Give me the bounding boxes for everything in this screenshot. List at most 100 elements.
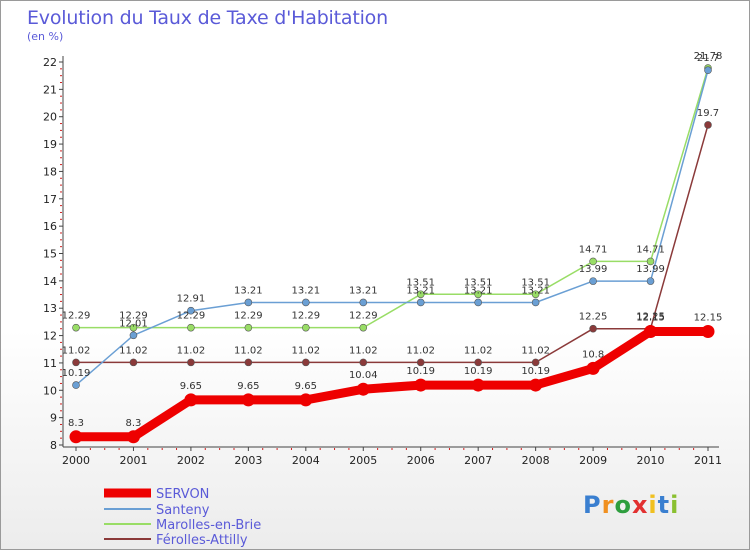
data-point-f-rolles-attilly <box>302 358 310 367</box>
series-line-servon <box>71 327 713 442</box>
logo-letter: i <box>670 491 680 519</box>
y-tick-label: 22 <box>43 56 57 69</box>
data-label-santeny: 13.21 <box>291 285 320 296</box>
series-line-santeny <box>75 69 709 386</box>
data-point-santeny <box>244 298 253 307</box>
x-tick-label: 2004 <box>292 454 320 467</box>
x-tick-label: 2005 <box>349 454 377 467</box>
data-label-f-rolles-attilly: 11.02 <box>349 345 378 356</box>
data-label-servon: 8.3 <box>68 418 84 429</box>
y-tick-label: 10 <box>43 384 57 397</box>
data-point-f-rolles-attilly <box>474 358 482 367</box>
data-point-servon <box>184 393 198 407</box>
data-point-santeny <box>72 381 80 389</box>
data-point-santeny <box>129 331 138 340</box>
data-point-servon <box>414 378 428 392</box>
data-label-santeny: 13.99 <box>579 264 608 275</box>
data-label-servon: 9.65 <box>295 381 317 392</box>
data-label-servon: 12.15 <box>636 312 665 323</box>
data-point-servon <box>529 378 543 392</box>
data-point-f-rolles-attilly <box>359 358 368 367</box>
data-point-santeny <box>187 306 195 315</box>
y-tick-label: 17 <box>43 193 57 206</box>
data-labels: 8.3 8.3 9.65 9.65 9.65 10.04 10.19 10.19 10.19 10… <box>62 51 723 429</box>
data-label-f-rolles-attilly: 11.02 <box>234 345 263 356</box>
y-tick-label: 11 <box>43 357 57 370</box>
y-tick-label: 14 <box>43 275 57 288</box>
data-label-servon: 12.15 <box>694 312 723 323</box>
data-label-santeny: 13.21 <box>234 285 263 296</box>
data-label-santeny: 12.01 <box>119 318 148 329</box>
data-label-marolles-en-brie: 14.71 <box>636 244 665 255</box>
legend-label-marolles-en-brie: Marolles-en-Brie <box>156 518 261 533</box>
x-tick-label: 2002 <box>177 454 205 467</box>
data-label-servon: 9.65 <box>180 381 202 392</box>
data-label-marolles-en-brie: 21.78 <box>694 51 723 62</box>
legend-label-f-rolles-attilly: Férolles-Attilly <box>156 533 248 548</box>
data-label-santeny: 13.21 <box>464 285 493 296</box>
data-label-marolles-en-brie: 13.51 <box>464 277 493 288</box>
x-tick-label: 2000 <box>62 454 90 467</box>
data-label-marolles-en-brie: 12.29 <box>291 311 320 322</box>
data-point-santeny <box>474 298 482 307</box>
x-tick-label: 2001 <box>119 454 147 467</box>
legend: SERVONSantenyMarolles-en-BrieFérolles-At… <box>104 487 261 548</box>
y-tick-label: 18 <box>43 165 57 178</box>
proxiti-logo: Proxiti <box>583 491 679 519</box>
data-point-servon <box>586 361 600 375</box>
series-line-marolles-en-brie <box>75 67 709 329</box>
chart-title: Evolution du Taux de Taxe d'Habitation <box>27 7 388 29</box>
axes: 8 9 10 11 12 13 14 15 16 17 18 19 20 21 22 2000 2001 2002… <box>43 56 722 467</box>
data-label-marolles-en-brie: 13.51 <box>406 277 435 288</box>
x-tick-label: 2011 <box>694 454 722 467</box>
data-label-servon: 10.19 <box>521 366 550 377</box>
data-label-f-rolles-attilly: 12.25 <box>579 312 608 323</box>
legend-label-servon: SERVON <box>156 487 209 502</box>
y-tick-label: 20 <box>43 111 57 124</box>
data-label-servon: 10.19 <box>464 366 493 377</box>
data-label-f-rolles-attilly: 11.02 <box>291 345 320 356</box>
x-tick-label: 2003 <box>234 454 262 467</box>
data-point-servon <box>241 393 255 407</box>
data-point-servon <box>69 430 83 444</box>
data-point-f-rolles-attilly <box>244 358 253 367</box>
data-label-f-rolles-attilly: 11.02 <box>521 345 550 356</box>
data-point-servon <box>701 324 715 338</box>
logo-letter: r <box>601 491 615 519</box>
data-point-marolles-en-brie <box>302 323 310 332</box>
data-label-marolles-en-brie: 12.29 <box>177 311 206 322</box>
data-label-marolles-en-brie: 12.29 <box>349 311 378 322</box>
data-point-f-rolles-attilly <box>704 121 712 129</box>
data-point-marolles-en-brie <box>129 323 138 332</box>
data-point-santeny <box>359 298 368 307</box>
data-label-santeny: 21.7 <box>697 53 719 64</box>
data-point-f-rolles-attilly <box>531 358 540 367</box>
data-point-santeny <box>302 298 310 307</box>
data-label-marolles-en-brie: 14.71 <box>579 244 608 255</box>
data-point-servon <box>299 393 313 407</box>
y-tick-label: 16 <box>43 220 57 233</box>
data-label-servon: 8.3 <box>126 418 142 429</box>
data-label-f-rolles-attilly: 19.7 <box>697 108 719 119</box>
data-point-f-rolles-attilly <box>72 358 80 367</box>
y-axis-unit-label: (en %) <box>27 30 64 43</box>
data-point-santeny <box>531 298 540 307</box>
data-label-servon: 10.8 <box>582 349 604 360</box>
data-point-servon <box>644 324 658 338</box>
data-label-santeny: 13.21 <box>349 285 378 296</box>
series-points <box>69 64 715 444</box>
x-tick-label: 2008 <box>522 454 550 467</box>
data-label-santeny: 10.19 <box>62 368 91 379</box>
y-tick-label: 12 <box>43 330 57 343</box>
data-label-f-rolles-attilly: 11.02 <box>119 345 148 356</box>
data-label-santeny: 13.21 <box>406 285 435 296</box>
data-label-santeny: 13.21 <box>521 285 550 296</box>
y-tick-label: 8 <box>50 439 57 452</box>
data-label-servon: 9.65 <box>237 381 259 392</box>
legend-label-santeny: Santeny <box>156 503 210 518</box>
data-label-marolles-en-brie: 12.29 <box>62 311 91 322</box>
data-point-marolles-en-brie <box>531 290 540 299</box>
data-label-f-rolles-attilly: 11.02 <box>177 345 206 356</box>
